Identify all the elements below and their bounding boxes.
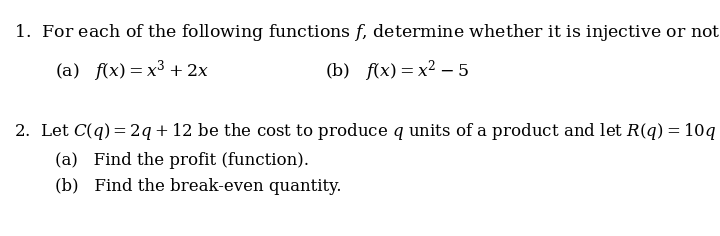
Text: (b)   $f(x) = x^2 - 5$: (b) $f(x) = x^2 - 5$ xyxy=(325,58,469,84)
Text: (b)   Find the break-even quantity.: (b) Find the break-even quantity. xyxy=(55,178,341,195)
Text: (a)   Find the profit (function).: (a) Find the profit (function). xyxy=(55,152,309,169)
Text: 2.  Let $C(q) = 2q + 12$ be the cost to produce $q$ units of a product and let $: 2. Let $C(q) = 2q + 12$ be the cost to p… xyxy=(14,118,720,144)
Text: 1.  For each of the following functions $f$, determine whether it is injective o: 1. For each of the following functions $… xyxy=(14,22,720,43)
Text: (a)   $f(x) = x^3 + 2x$: (a) $f(x) = x^3 + 2x$ xyxy=(55,58,209,84)
